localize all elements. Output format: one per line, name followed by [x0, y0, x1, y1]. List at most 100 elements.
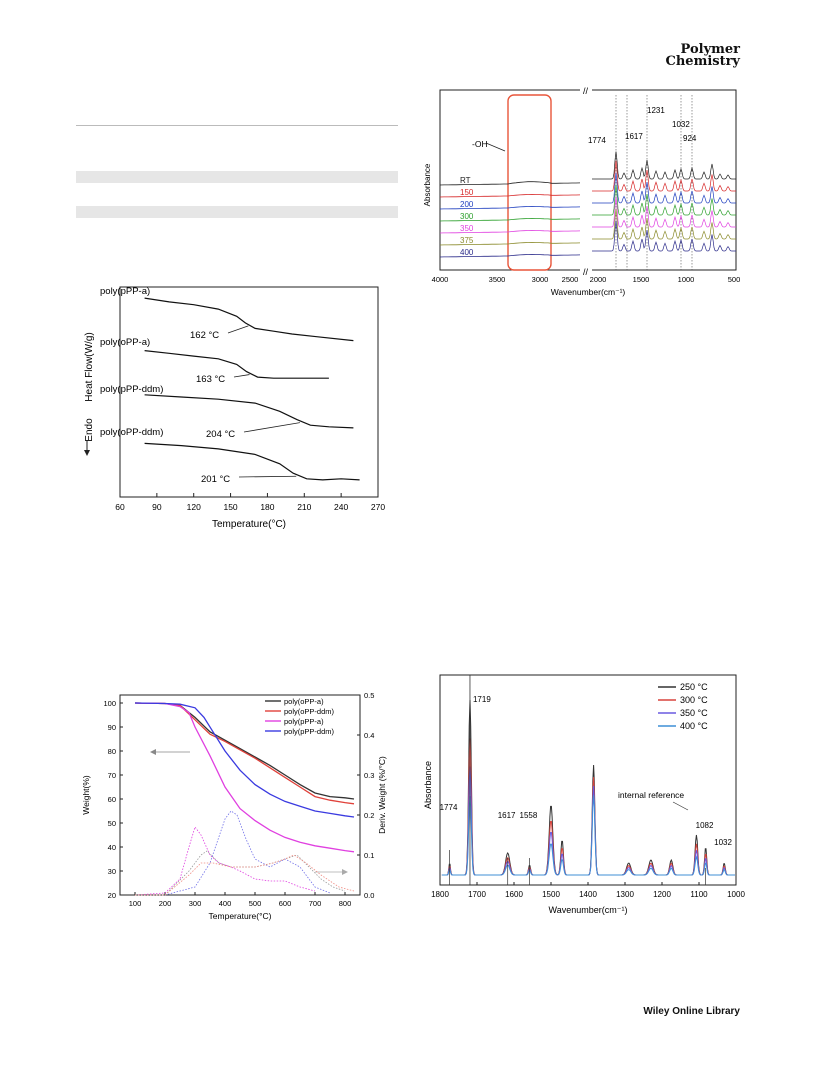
footer-brand: Wiley Online Library: [643, 1006, 740, 1017]
peak-label: 1032: [672, 120, 690, 129]
weight-curve: [134, 702, 355, 818]
y2-tick-label: 0.3: [364, 771, 374, 780]
ftir-spectra-chart: // // 4000 3500 3000 2500 2000 1500 1000 500 Waven…: [423, 85, 741, 297]
y2-tick-label: 0.4: [364, 731, 374, 740]
x-tick-label: 500: [728, 275, 741, 284]
x-tick-label: 2000: [590, 275, 607, 284]
x-tick-label: 1400: [579, 890, 597, 899]
annotation-label: internal reference: [618, 790, 684, 800]
series-label: 350: [460, 224, 474, 233]
x-tick-label: 120: [187, 502, 201, 512]
y-tick-label: 90: [108, 723, 116, 732]
spectrum-line: [439, 217, 581, 222]
x-axis-label: Wavenumber(cm⁻¹): [549, 905, 628, 915]
legend-label: 250 °C: [680, 682, 708, 692]
peak-label: 1617: [498, 811, 516, 820]
tg-arrow: [227, 325, 249, 334]
ftir-carbonyl-chart: 1800 1700 1600 1500 1400 1300 1200 1100 1000 Wave…: [423, 674, 745, 915]
annotation-arrow: [672, 801, 689, 811]
x-tick-label: 2500: [562, 275, 579, 284]
x-tick-label: 1300: [616, 890, 634, 899]
y-tick-label: 70: [108, 771, 116, 780]
oh-arrow: [485, 142, 506, 152]
peak-label: 1231: [647, 106, 665, 115]
series-label: RT: [460, 176, 471, 185]
peak-label: 1617: [625, 132, 643, 141]
axis-arrowhead: [342, 869, 348, 875]
dsc-curve: [144, 394, 354, 429]
legend-label: poly(oPP-a): [284, 697, 324, 706]
legend-label: 400 °C: [680, 721, 708, 731]
peak-label: 1719: [473, 695, 491, 704]
oh-region-box: [507, 94, 552, 271]
peak-label: 1082: [696, 821, 714, 830]
spectrum-line: [592, 220, 736, 252]
table-rule: [76, 125, 398, 126]
x-tick-label: 1700: [468, 890, 486, 899]
weight-curve: [134, 702, 355, 853]
journal-title-line1: Polymer: [680, 42, 740, 57]
spectrum-line: [439, 193, 581, 198]
spectrum-line: [592, 184, 736, 216]
table-row-band: [76, 206, 398, 218]
x-tick-label: 1500: [633, 275, 650, 284]
series-label: poly(oPP-ddm): [100, 427, 163, 438]
x-tick-label: 700: [309, 899, 322, 908]
deriv-curve: [134, 826, 316, 896]
x-tick-label: 600: [279, 899, 292, 908]
tg-arrow: [243, 422, 300, 433]
journal-title-line2: Chemistry: [665, 54, 741, 69]
x-axis-label: Temperature(°C): [212, 519, 286, 530]
y2-axis-label: Deriv. Weight (%/°C): [377, 756, 387, 834]
peak-label: 1558: [520, 811, 538, 820]
x-tick-label: 4000: [432, 275, 449, 284]
peak-label: 1032: [714, 838, 732, 847]
spectrum-line: [439, 229, 581, 234]
dsc-chart: 60 90 120 150 180 210 240 270 Temperature(°C) Hea…: [84, 286, 385, 530]
spectrum-line: [439, 205, 581, 210]
x-tick-label: 270: [371, 502, 385, 512]
x-tick-label: 400: [219, 899, 232, 908]
series-label: poly(pPP-ddm): [100, 384, 163, 395]
legend-label: 300 °C: [680, 695, 708, 705]
y-axis-label: Absorbance: [423, 163, 432, 206]
spectrum-line: [441, 766, 735, 876]
y-tick-label: 100: [103, 699, 116, 708]
y-axis-label: Absorbance: [423, 761, 433, 809]
x-tick-label: 3500: [489, 275, 506, 284]
deriv-curve: [135, 854, 355, 896]
x-tick-label: 150: [223, 502, 237, 512]
spectrum-line: [592, 160, 736, 192]
y-axis-label: Heat Flow(W/g): [84, 332, 95, 401]
spectrum-line: [439, 241, 581, 246]
tg-label: 201 °C: [201, 474, 230, 485]
x-axis-label: Wavenumber(cm⁻¹): [551, 287, 626, 297]
spectrum-line: [441, 795, 735, 876]
x-tick-label: 200: [159, 899, 172, 908]
peak-label: 1774: [440, 803, 458, 812]
x-tick-label: 60: [115, 502, 125, 512]
y-tick-label: 30: [108, 867, 116, 876]
x-tick-label: 1100: [690, 890, 708, 899]
peak-label: 924: [683, 134, 697, 143]
y-tick-label: 80: [108, 747, 116, 756]
tg-label: 204 °C: [206, 429, 235, 440]
spectrum-line: [592, 196, 736, 228]
spectrum-line: [439, 253, 581, 258]
journal-title: Polymer Chemistry: [665, 42, 741, 69]
endo-label: Endo: [84, 418, 95, 442]
x-tick-label: 240: [334, 502, 348, 512]
series-label: poly(pPP-a): [100, 286, 150, 297]
spectrum-line: [592, 151, 736, 180]
y2-tick-label: 0.5: [364, 691, 374, 700]
axis-arrowhead: [150, 749, 156, 755]
series-label: poly(oPP-a): [100, 337, 150, 348]
series-label: 300: [460, 212, 474, 221]
x-tick-label: 210: [297, 502, 311, 512]
legend-label: poly(pPP-a): [284, 717, 324, 726]
spectrum-line: [439, 181, 581, 186]
x-tick-label: 500: [249, 899, 262, 908]
x-tick-label: 3000: [532, 275, 549, 284]
dsc-curve: [144, 442, 360, 481]
x-tick-label: 300: [189, 899, 202, 908]
